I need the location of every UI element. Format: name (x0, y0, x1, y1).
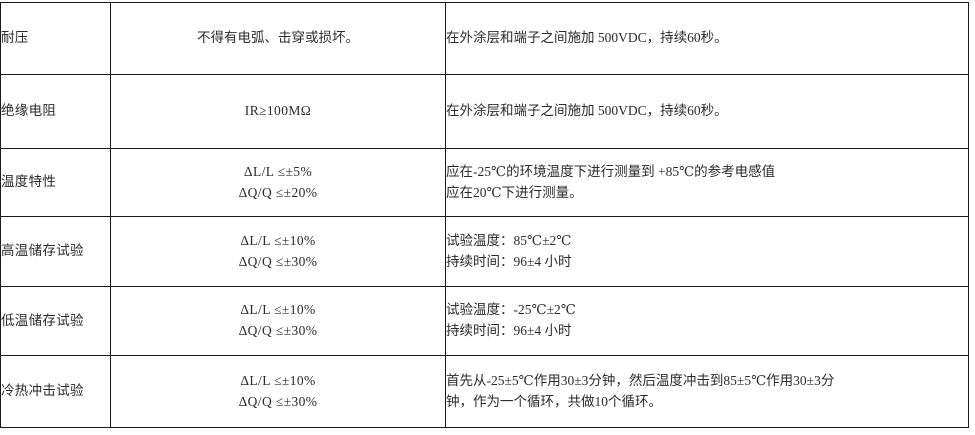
condition-line: 持续时间：96±4 小时 (446, 323, 572, 338)
table-row: 温度特性 ΔL/L ≤±5% ΔQ/Q ≤±20% 应在-25℃的环境温度下进行… (0, 148, 969, 217)
row-test-condition: 试验温度：85℃±2℃ 持续时间：96±4 小时 (445, 216, 969, 287)
row-test-condition: 在外涂层和端子之间施加 500VDC，持续60秒。 (445, 2, 969, 75)
row-item-name: 冷热冲击试验 (0, 355, 111, 428)
spec-line: IR≥100MΩ (244, 103, 312, 119)
row-item-name: 高温储存试验 (0, 216, 111, 287)
row-test-condition: 在外涂层和端子之间施加 500VDC，持续60秒。 (445, 74, 969, 149)
table-row: 耐压 不得有电弧、击穿或损坏。 在外涂层和端子之间施加 500VDC，持续60秒… (0, 2, 969, 75)
condition-line: 在外涂层和端子之间施加 500VDC，持续60秒。 (446, 103, 728, 119)
row-specification: ΔL/L ≤±5% ΔQ/Q ≤±20% (110, 148, 446, 217)
spec-line: ΔL/L ≤±10% (240, 232, 316, 248)
table-row: 低温储存试验 ΔL/L ≤±10% ΔQ/Q ≤±30% 试验温度：-25℃±2… (0, 286, 969, 356)
table-row: 绝缘电阻 IR≥100MΩ 在外涂层和端子之间施加 500VDC，持续60秒。 (0, 74, 969, 149)
spec-line: ΔL/L ≤±5% (243, 163, 313, 179)
spec-line: ΔQ/Q ≤±20% (238, 184, 318, 200)
spec-line: ΔQ/Q ≤±30% (238, 253, 318, 269)
row-item-name: 温度特性 (0, 148, 111, 217)
row-specification: IR≥100MΩ (110, 74, 446, 149)
row-specification: ΔL/L ≤±10% ΔQ/Q ≤±30% (110, 286, 446, 356)
condition-line: 应在20℃下进行测量。 (446, 184, 583, 200)
spec-line: ΔQ/Q ≤±30% (238, 393, 318, 409)
row-item-name: 低温储存试验 (0, 286, 111, 356)
row-item-name: 耐压 (0, 2, 111, 75)
row-test-condition: 应在-25℃的环境温度下进行测量到 +85℃的参考电感值 应在20℃下进行测量。 (445, 148, 969, 217)
specification-table: 耐压 不得有电弧、击穿或损坏。 在外涂层和端子之间施加 500VDC，持续60秒… (0, 2, 969, 428)
row-item-name: 绝缘电阻 (0, 74, 111, 149)
condition-line: 持续时间：96±4 小时 (446, 253, 572, 269)
table-row: 高温储存试验 ΔL/L ≤±10% ΔQ/Q ≤±30% 试验温度：85℃±2℃… (0, 216, 969, 287)
condition-line: 试验温度：-25℃±2℃ (446, 302, 576, 318)
row-specification: 不得有电弧、击穿或损坏。 (110, 2, 446, 75)
condition-line: 在外涂层和端子之间施加 500VDC，持续60秒。 (446, 30, 728, 46)
condition-line: 首先从-25±5℃作用30±3分钟，然后温度冲击到85±5℃作用30±3分 (446, 372, 835, 388)
spec-line: 不得有电弧、击穿或损坏。 (197, 30, 359, 46)
row-test-condition: 试验温度：-25℃±2℃ 持续时间：96±4 小时 (445, 286, 969, 356)
row-specification: ΔL/L ≤±10% ΔQ/Q ≤±30% (110, 355, 446, 428)
condition-line: 应在-25℃的环境温度下进行测量到 +85℃的参考电感值 (446, 163, 776, 179)
spec-line: ΔL/L ≤±10% (240, 302, 316, 318)
spec-line: ΔQ/Q ≤±30% (238, 323, 318, 338)
row-test-condition: 首先从-25±5℃作用30±3分钟，然后温度冲击到85±5℃作用30±3分 钟，… (445, 355, 969, 428)
row-specification: ΔL/L ≤±10% ΔQ/Q ≤±30% (110, 216, 446, 287)
condition-line: 试验温度：85℃±2℃ (446, 232, 572, 248)
table-body: 耐压 不得有电弧、击穿或损坏。 在外涂层和端子之间施加 500VDC，持续60秒… (0, 2, 969, 428)
condition-line: 钟，作为一个循环，共做10个循环。 (446, 393, 662, 409)
table-row: 冷热冲击试验 ΔL/L ≤±10% ΔQ/Q ≤±30% 首先从-25±5℃作用… (0, 355, 969, 428)
spec-line: ΔL/L ≤±10% (240, 372, 316, 388)
